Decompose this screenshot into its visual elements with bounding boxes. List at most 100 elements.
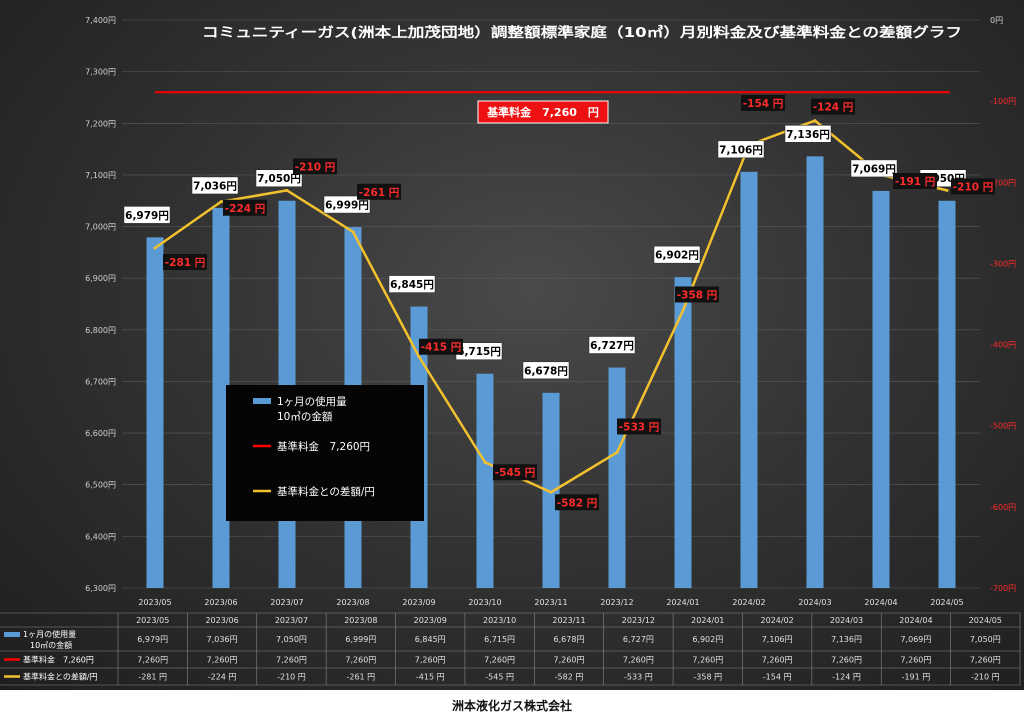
table-row-label: 基準料金との差額/円: [23, 672, 98, 682]
table-header-cell: 2023/11: [552, 616, 585, 625]
table-cell: -210 円: [277, 673, 306, 682]
bar-value-label: 6,678円: [524, 365, 568, 377]
x-tick-label: 2023/10: [468, 598, 501, 607]
difference-point: [615, 450, 619, 454]
difference-label: -415 円: [421, 342, 461, 354]
table-cell: 6,902円: [692, 635, 723, 644]
table-cell: 7,260円: [484, 656, 515, 665]
difference-label: -533 円: [619, 421, 659, 433]
y-tick-left: 6,400円: [85, 532, 116, 541]
y-tick-left: 7,300円: [85, 68, 116, 77]
bar: [872, 190, 890, 588]
table-cell: 7,106円: [762, 635, 793, 644]
table-cell: -358 円: [693, 673, 722, 682]
table-header-cell: 2023/10: [483, 616, 516, 625]
y-tick-left: 6,500円: [85, 481, 116, 490]
bar: [740, 171, 758, 588]
x-tick-label: 2023/08: [336, 598, 369, 607]
table-cell: 7,260円: [762, 656, 793, 665]
bar-value-label: 7,106円: [719, 144, 763, 156]
difference-label: -281 円: [165, 257, 205, 269]
bar-value-label: 6,979円: [125, 210, 169, 222]
legend-label: 基準料金との差額/円: [277, 485, 375, 498]
y-tick-left: 7,400円: [85, 16, 116, 25]
table-cell: 7,260円: [415, 656, 446, 665]
chart-title: コミュニティーガス(洲本上加茂団地）調整額標準家庭（10㎥）月別料金及び基準料金…: [202, 24, 962, 41]
x-tick-label: 2024/02: [732, 598, 765, 607]
y-tick-right: -500円: [990, 422, 1016, 431]
difference-label: -224 円: [225, 203, 265, 215]
bar-value-label-box: [717, 140, 765, 159]
bar-value-label-box: [255, 169, 303, 187]
table-header-cell: 2024/02: [761, 616, 794, 625]
y-tick-right: -700円: [990, 584, 1016, 593]
table-cell: -124 円: [832, 673, 861, 682]
table-cell: 6,845円: [415, 635, 446, 644]
y-tick-right: -100円: [990, 97, 1016, 106]
table-cell: 7,260円: [276, 656, 307, 665]
table-cell: -281 円: [138, 673, 167, 682]
table-cell: 7,036円: [207, 635, 238, 644]
table-cell: 7,260円: [831, 656, 862, 665]
bar-value-label-box: [522, 361, 570, 380]
bar: [674, 277, 692, 588]
difference-label: -210 円: [295, 161, 335, 173]
legend-label: 基準料金 7,260円: [277, 440, 370, 453]
legend-label: 10㎥の金額: [277, 410, 333, 423]
difference-point: [219, 200, 223, 204]
table-row-swatch: [4, 632, 20, 637]
difference-label-box: [555, 494, 599, 511]
difference-label: -154 円: [743, 98, 783, 110]
y-tick-left: 6,800円: [85, 326, 116, 335]
table-cell: 7,260円: [137, 656, 168, 665]
table-header-cell: 2024/04: [899, 616, 932, 625]
x-tick-label: 2024/01: [666, 598, 699, 607]
table-header-cell: 2023/05: [136, 616, 169, 625]
table-cell: 6,678円: [554, 635, 585, 644]
bar-value-label: 7,069円: [852, 163, 896, 175]
table-header-cell: 2024/05: [969, 616, 1002, 625]
table-row-label: 1ヶ月の使用量: [23, 629, 76, 639]
table-cell: -533 円: [624, 673, 653, 682]
table-cell: -224 円: [208, 673, 237, 682]
table-cell: -261 円: [346, 673, 375, 682]
difference-label-box: [675, 286, 719, 303]
difference-label: -358 円: [677, 289, 717, 301]
bar: [542, 392, 560, 588]
table-cell: 7,260円: [207, 656, 238, 665]
bar: [608, 367, 626, 588]
x-tick-label: 2024/05: [930, 598, 963, 607]
x-tick-label: 2023/07: [270, 598, 303, 607]
table-cell: 7,260円: [345, 656, 376, 665]
bar: [476, 373, 494, 588]
table-cell: -154 円: [763, 673, 792, 682]
difference-label-box: [617, 418, 661, 435]
bar-value-label: 7,136円: [786, 129, 830, 141]
bar-value-label-box: [123, 206, 171, 224]
difference-label-box: [811, 98, 855, 115]
x-tick-label: 2023/09: [402, 598, 435, 607]
table-cell: -545 円: [485, 673, 514, 682]
table-header-cell: 2023/06: [205, 616, 238, 625]
bar-value-label: 6,902円: [655, 250, 699, 262]
table-header-cell: 2023/09: [414, 616, 447, 625]
company-name: 洲本液化ガス株式会社: [451, 699, 572, 713]
y-tick-left: 7,000円: [85, 223, 116, 232]
table-cell: -191 円: [902, 673, 931, 682]
x-tick-label: 2024/04: [864, 598, 897, 607]
bar-value-label: 7,036円: [193, 180, 237, 192]
y-tick-left: 6,600円: [85, 429, 116, 438]
x-tick-label: 2023/12: [600, 598, 633, 607]
difference-point: [681, 308, 685, 312]
legend-swatch-bar: [253, 398, 271, 404]
difference-point: [285, 188, 289, 192]
x-tick-label: 2023/05: [138, 598, 171, 607]
y-tick-left: 6,300円: [85, 584, 116, 593]
y-tick-left: 6,700円: [85, 377, 116, 386]
difference-label-box: [741, 94, 785, 111]
difference-label-box: [163, 254, 207, 271]
x-tick-label: 2024/03: [798, 598, 831, 607]
difference-label: -545 円: [495, 467, 535, 479]
base-price-annotation: 基準料金 7,260 円: [486, 105, 599, 119]
